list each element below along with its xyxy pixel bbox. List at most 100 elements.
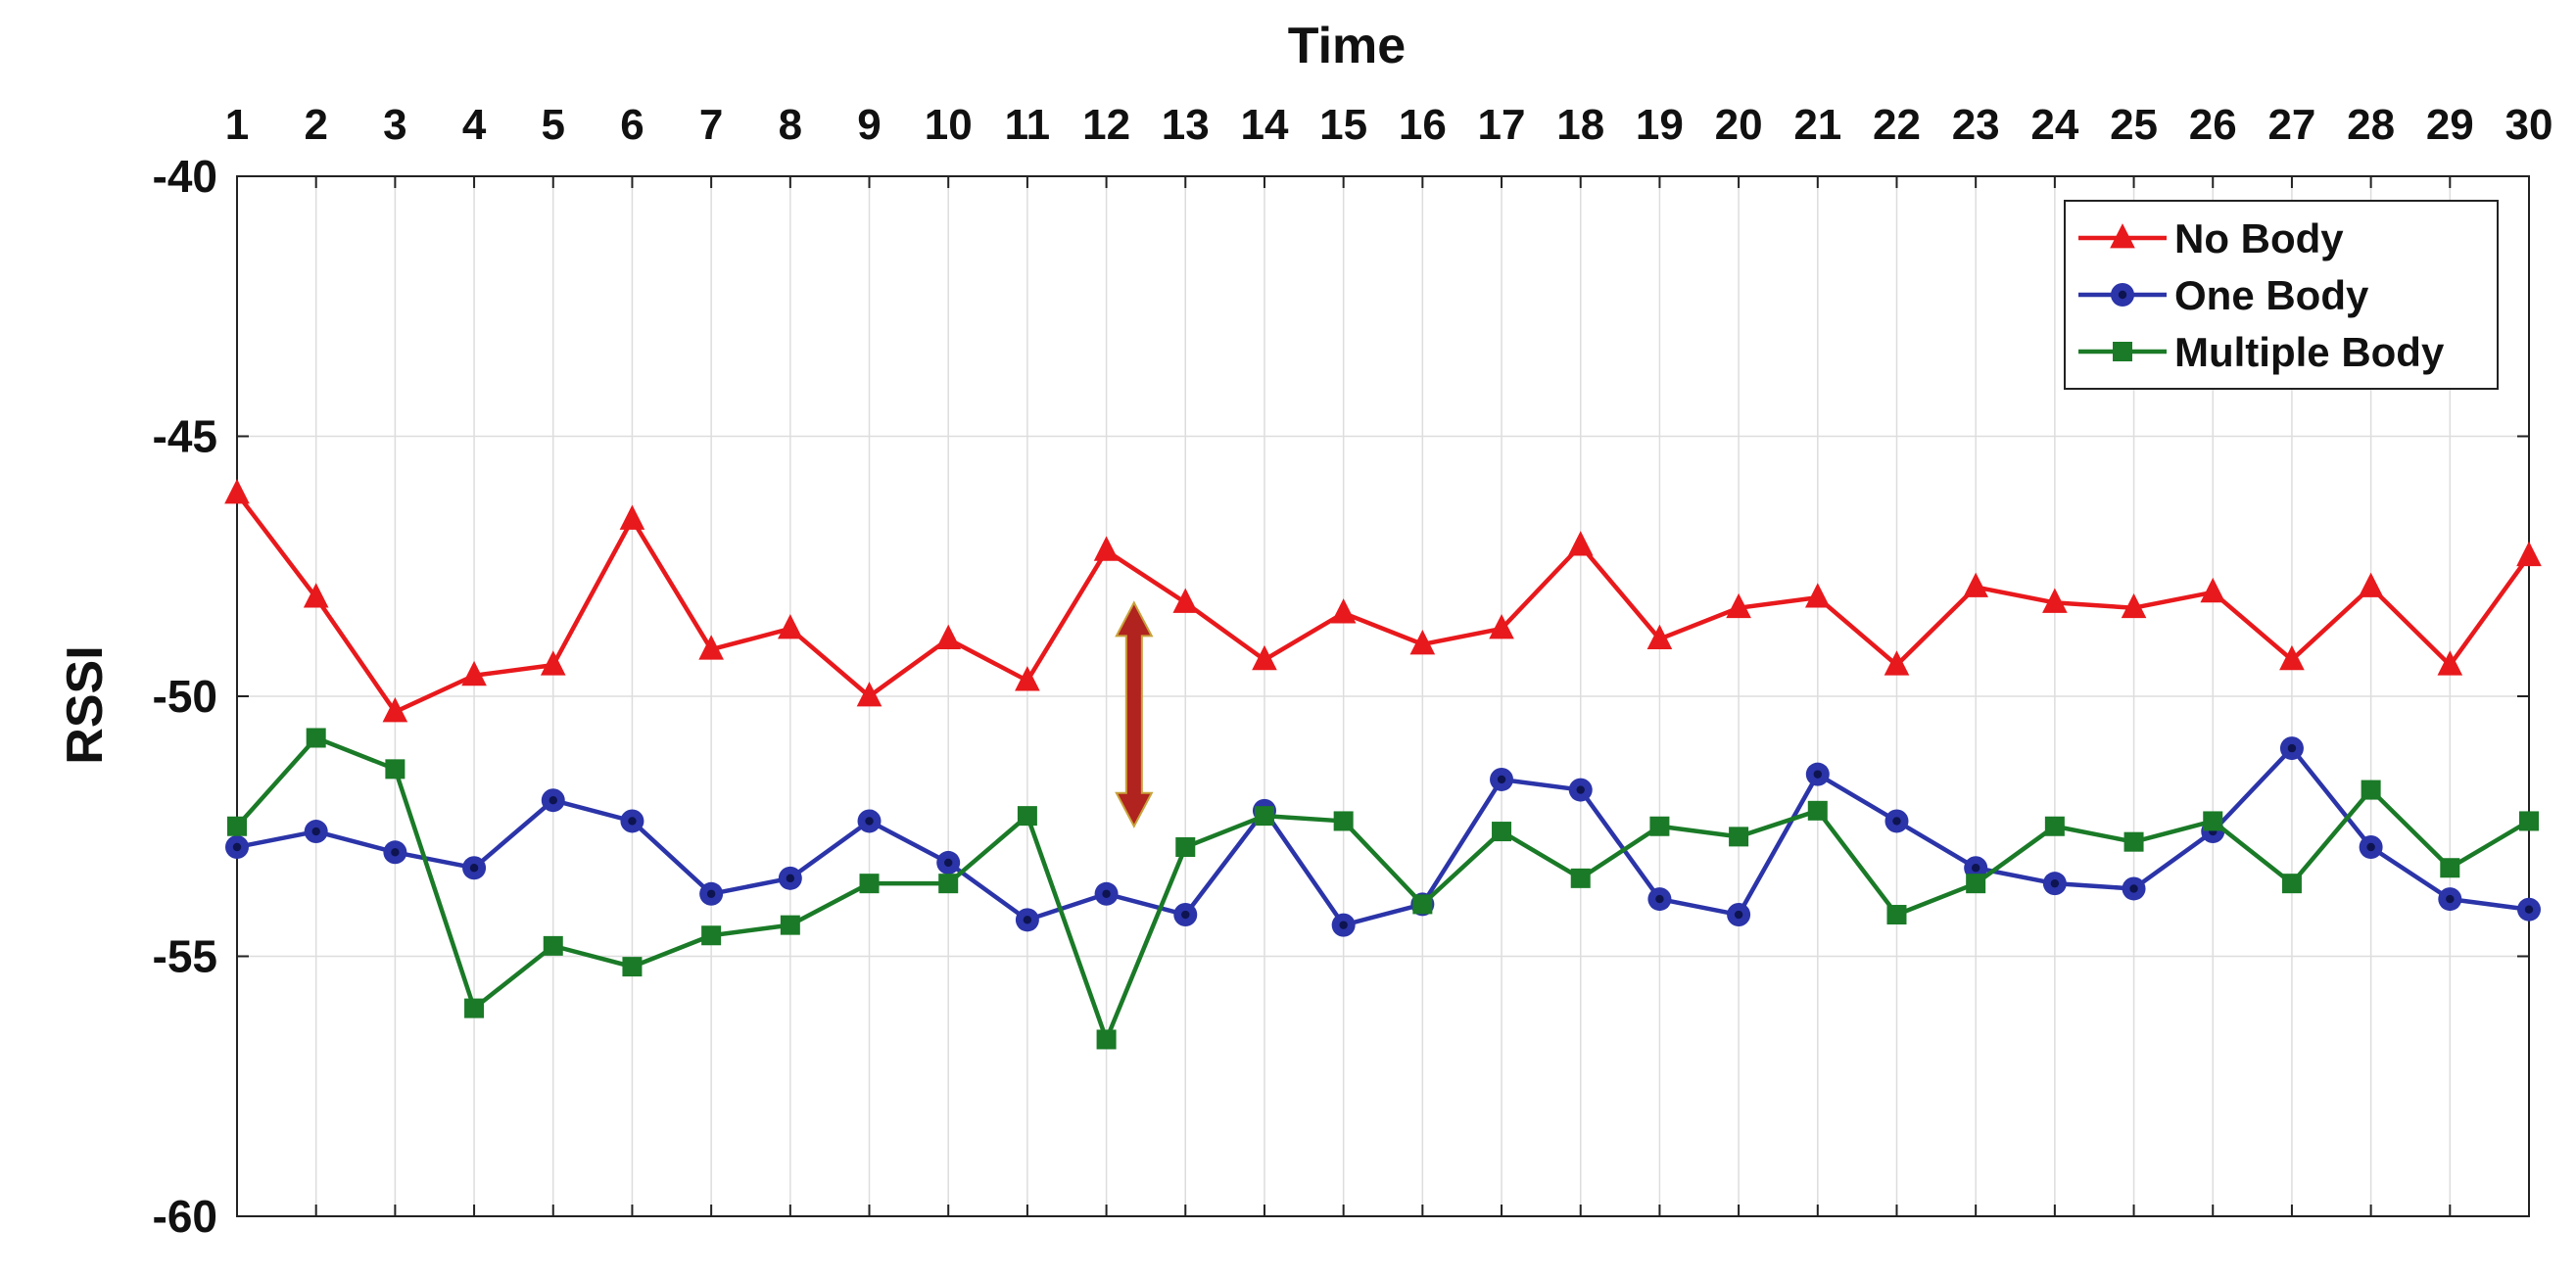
x-tick-label: 3 bbox=[383, 101, 406, 149]
data-point bbox=[224, 479, 250, 504]
series-line bbox=[235, 492, 2531, 715]
series-triangle bbox=[224, 479, 2542, 723]
data-point bbox=[2358, 572, 2384, 597]
x-tick-label: 17 bbox=[1478, 101, 1526, 149]
data-point-center bbox=[1892, 817, 1901, 826]
data-point-center bbox=[2366, 842, 2375, 852]
x-tick-label: 8 bbox=[779, 101, 802, 149]
data-point bbox=[1254, 806, 1274, 827]
x-tick-label: 14 bbox=[1240, 101, 1288, 149]
data-point-center bbox=[311, 827, 320, 836]
x-tick-label: 23 bbox=[1952, 101, 2000, 149]
data-point bbox=[1333, 811, 1354, 831]
x-tick-label: 6 bbox=[620, 101, 644, 149]
data-point bbox=[2516, 541, 2542, 567]
data-point bbox=[1175, 836, 1196, 857]
data-point-center bbox=[1576, 785, 1585, 794]
x-tick-label: 9 bbox=[857, 101, 881, 149]
data-point bbox=[2281, 874, 2302, 894]
x-axis-label: Time bbox=[1288, 18, 1406, 74]
y-tick-label: -60 bbox=[153, 1191, 217, 1242]
series-circle bbox=[225, 736, 2541, 937]
data-point bbox=[2361, 780, 2381, 800]
data-point bbox=[1330, 598, 1357, 624]
x-tick-label: 1 bbox=[225, 101, 249, 149]
data-point bbox=[1886, 905, 1907, 925]
data-point-center bbox=[469, 864, 479, 873]
x-tick-label: 13 bbox=[1162, 101, 1210, 149]
data-point-center bbox=[1181, 910, 1190, 920]
data-point bbox=[227, 816, 247, 836]
data-point bbox=[1884, 650, 1910, 676]
data-point-center bbox=[944, 858, 953, 868]
legend-item: No Body bbox=[2078, 215, 2344, 261]
x-tick-label: 7 bbox=[699, 101, 723, 149]
y-tick-label: -45 bbox=[153, 411, 217, 462]
x-tick-label: 30 bbox=[2505, 101, 2553, 149]
x-tick-label: 22 bbox=[1873, 101, 1921, 149]
x-tick-label: 26 bbox=[2189, 101, 2237, 149]
legend: No Body One Body Multiple Body bbox=[2064, 200, 2499, 390]
x-tick-label: 27 bbox=[2267, 101, 2315, 149]
y-tick-label: -55 bbox=[153, 931, 217, 982]
data-point-center bbox=[865, 817, 874, 826]
x-tick-label: 19 bbox=[1636, 101, 1684, 149]
x-tick-label: 2 bbox=[304, 101, 327, 149]
data-point bbox=[856, 682, 883, 707]
x-tick-label: 15 bbox=[1319, 101, 1367, 149]
series-square bbox=[227, 728, 2539, 1050]
data-point-center bbox=[2118, 290, 2127, 300]
data-point bbox=[1412, 894, 1433, 915]
data-point bbox=[2279, 644, 2305, 671]
data-point bbox=[303, 583, 329, 608]
data-point-center bbox=[549, 796, 557, 805]
data-point bbox=[2437, 650, 2463, 676]
data-point bbox=[1646, 624, 1673, 650]
data-point bbox=[780, 915, 800, 935]
series-line bbox=[235, 735, 2531, 1042]
data-point-center bbox=[1971, 864, 1980, 873]
x-tick-label: 18 bbox=[1556, 101, 1604, 149]
data-point bbox=[1729, 827, 1749, 847]
legend-label: Multiple Body bbox=[2174, 329, 2445, 375]
x-tick-label: 24 bbox=[2030, 101, 2078, 149]
data-point bbox=[1172, 588, 1199, 613]
data-point-center bbox=[2287, 743, 2297, 753]
data-point bbox=[540, 650, 566, 676]
data-point-center bbox=[628, 817, 637, 826]
x-tick-label: 5 bbox=[542, 101, 565, 149]
x-tick-label: 16 bbox=[1399, 101, 1447, 149]
data-point bbox=[2042, 588, 2068, 613]
data-point-center bbox=[232, 842, 242, 852]
data-point bbox=[619, 504, 645, 530]
data-point bbox=[2519, 811, 2539, 831]
data-point-center bbox=[706, 889, 716, 898]
data-point bbox=[1570, 868, 1591, 888]
data-point bbox=[1966, 874, 1986, 894]
data-point bbox=[2121, 592, 2147, 619]
x-tick-label: 11 bbox=[1005, 101, 1051, 149]
data-point bbox=[698, 635, 724, 660]
data-point-center bbox=[1497, 775, 1506, 784]
data-point bbox=[1489, 614, 1514, 639]
x-axis-ticks: 1 2 3 4 5 6 7 8 9 10 11 12 13 14 15 16 17 18 19 20 21 22 23 24 2… bbox=[225, 101, 2553, 1216]
legend-label: No Body bbox=[2174, 215, 2344, 261]
arrow-shape bbox=[1115, 600, 1154, 828]
data-point-center bbox=[2446, 894, 2455, 904]
data-point-center bbox=[391, 848, 400, 857]
y-axis-label: RSSI bbox=[57, 645, 114, 764]
data-point-center bbox=[2524, 905, 2534, 914]
data-point-center bbox=[1023, 916, 1032, 924]
y-tick-label: -40 bbox=[153, 151, 217, 202]
data-point bbox=[464, 998, 485, 1018]
data-point bbox=[1807, 800, 1828, 821]
data-point bbox=[2044, 816, 2065, 836]
x-tick-label: 12 bbox=[1082, 101, 1130, 149]
x-tick-label: 20 bbox=[1715, 101, 1763, 149]
x-tick-label: 25 bbox=[2110, 101, 2158, 149]
data-point bbox=[1015, 666, 1040, 691]
data-point bbox=[1409, 629, 1436, 655]
data-point-center bbox=[1734, 910, 1743, 920]
data-point bbox=[2440, 858, 2460, 878]
